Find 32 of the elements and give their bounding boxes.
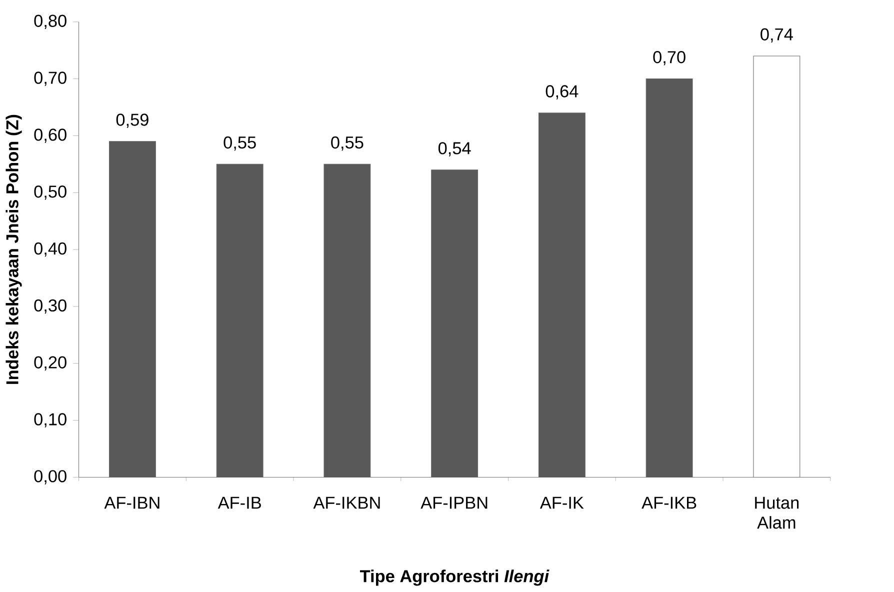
x-tick-label: AF-IB [218, 497, 261, 509]
y-tick-label: 0,20 [34, 356, 66, 371]
bar [753, 56, 800, 478]
x-tick-label: AF-IBN [104, 497, 160, 509]
data-label: 0,74 [760, 28, 793, 43]
y-tick-label: 0,10 [34, 413, 66, 428]
x-axis-title: Tipe Agroforestri Ilengi [360, 570, 550, 586]
bar [646, 78, 693, 478]
x-tick-label: AF-IKB [642, 497, 696, 509]
data-label: 0,59 [116, 114, 148, 128]
bar [538, 112, 586, 478]
x-tick-label: Hutan Alam [755, 497, 799, 529]
y-tick-label: 0,40 [34, 242, 66, 257]
x-tick-label: AF-IKBN [313, 497, 380, 509]
y-tick-label: 0,60 [34, 128, 66, 144]
data-label: 0,55 [224, 136, 256, 151]
bar [108, 141, 156, 478]
y-tick-label: 0,00 [34, 470, 66, 485]
x-tick-label: AF-IPBN [420, 497, 488, 509]
y-tick-label: 0,50 [34, 186, 66, 200]
data-label: 0,70 [653, 51, 686, 66]
bar [324, 164, 371, 478]
y-axis-title: Indeks kekayaan Jneis Pohon (Z) [6, 115, 22, 384]
x-tick-label: AF-IK [540, 497, 584, 509]
bar [216, 164, 264, 478]
data-label: 0,54 [438, 142, 471, 157]
bar [431, 170, 478, 478]
data-label: 0,64 [546, 85, 578, 100]
y-tick-label: 0,80 [34, 14, 66, 30]
y-tick-label: 0,70 [34, 72, 66, 86]
data-label: 0,55 [331, 136, 364, 151]
y-tick-label: 0,30 [34, 300, 66, 314]
